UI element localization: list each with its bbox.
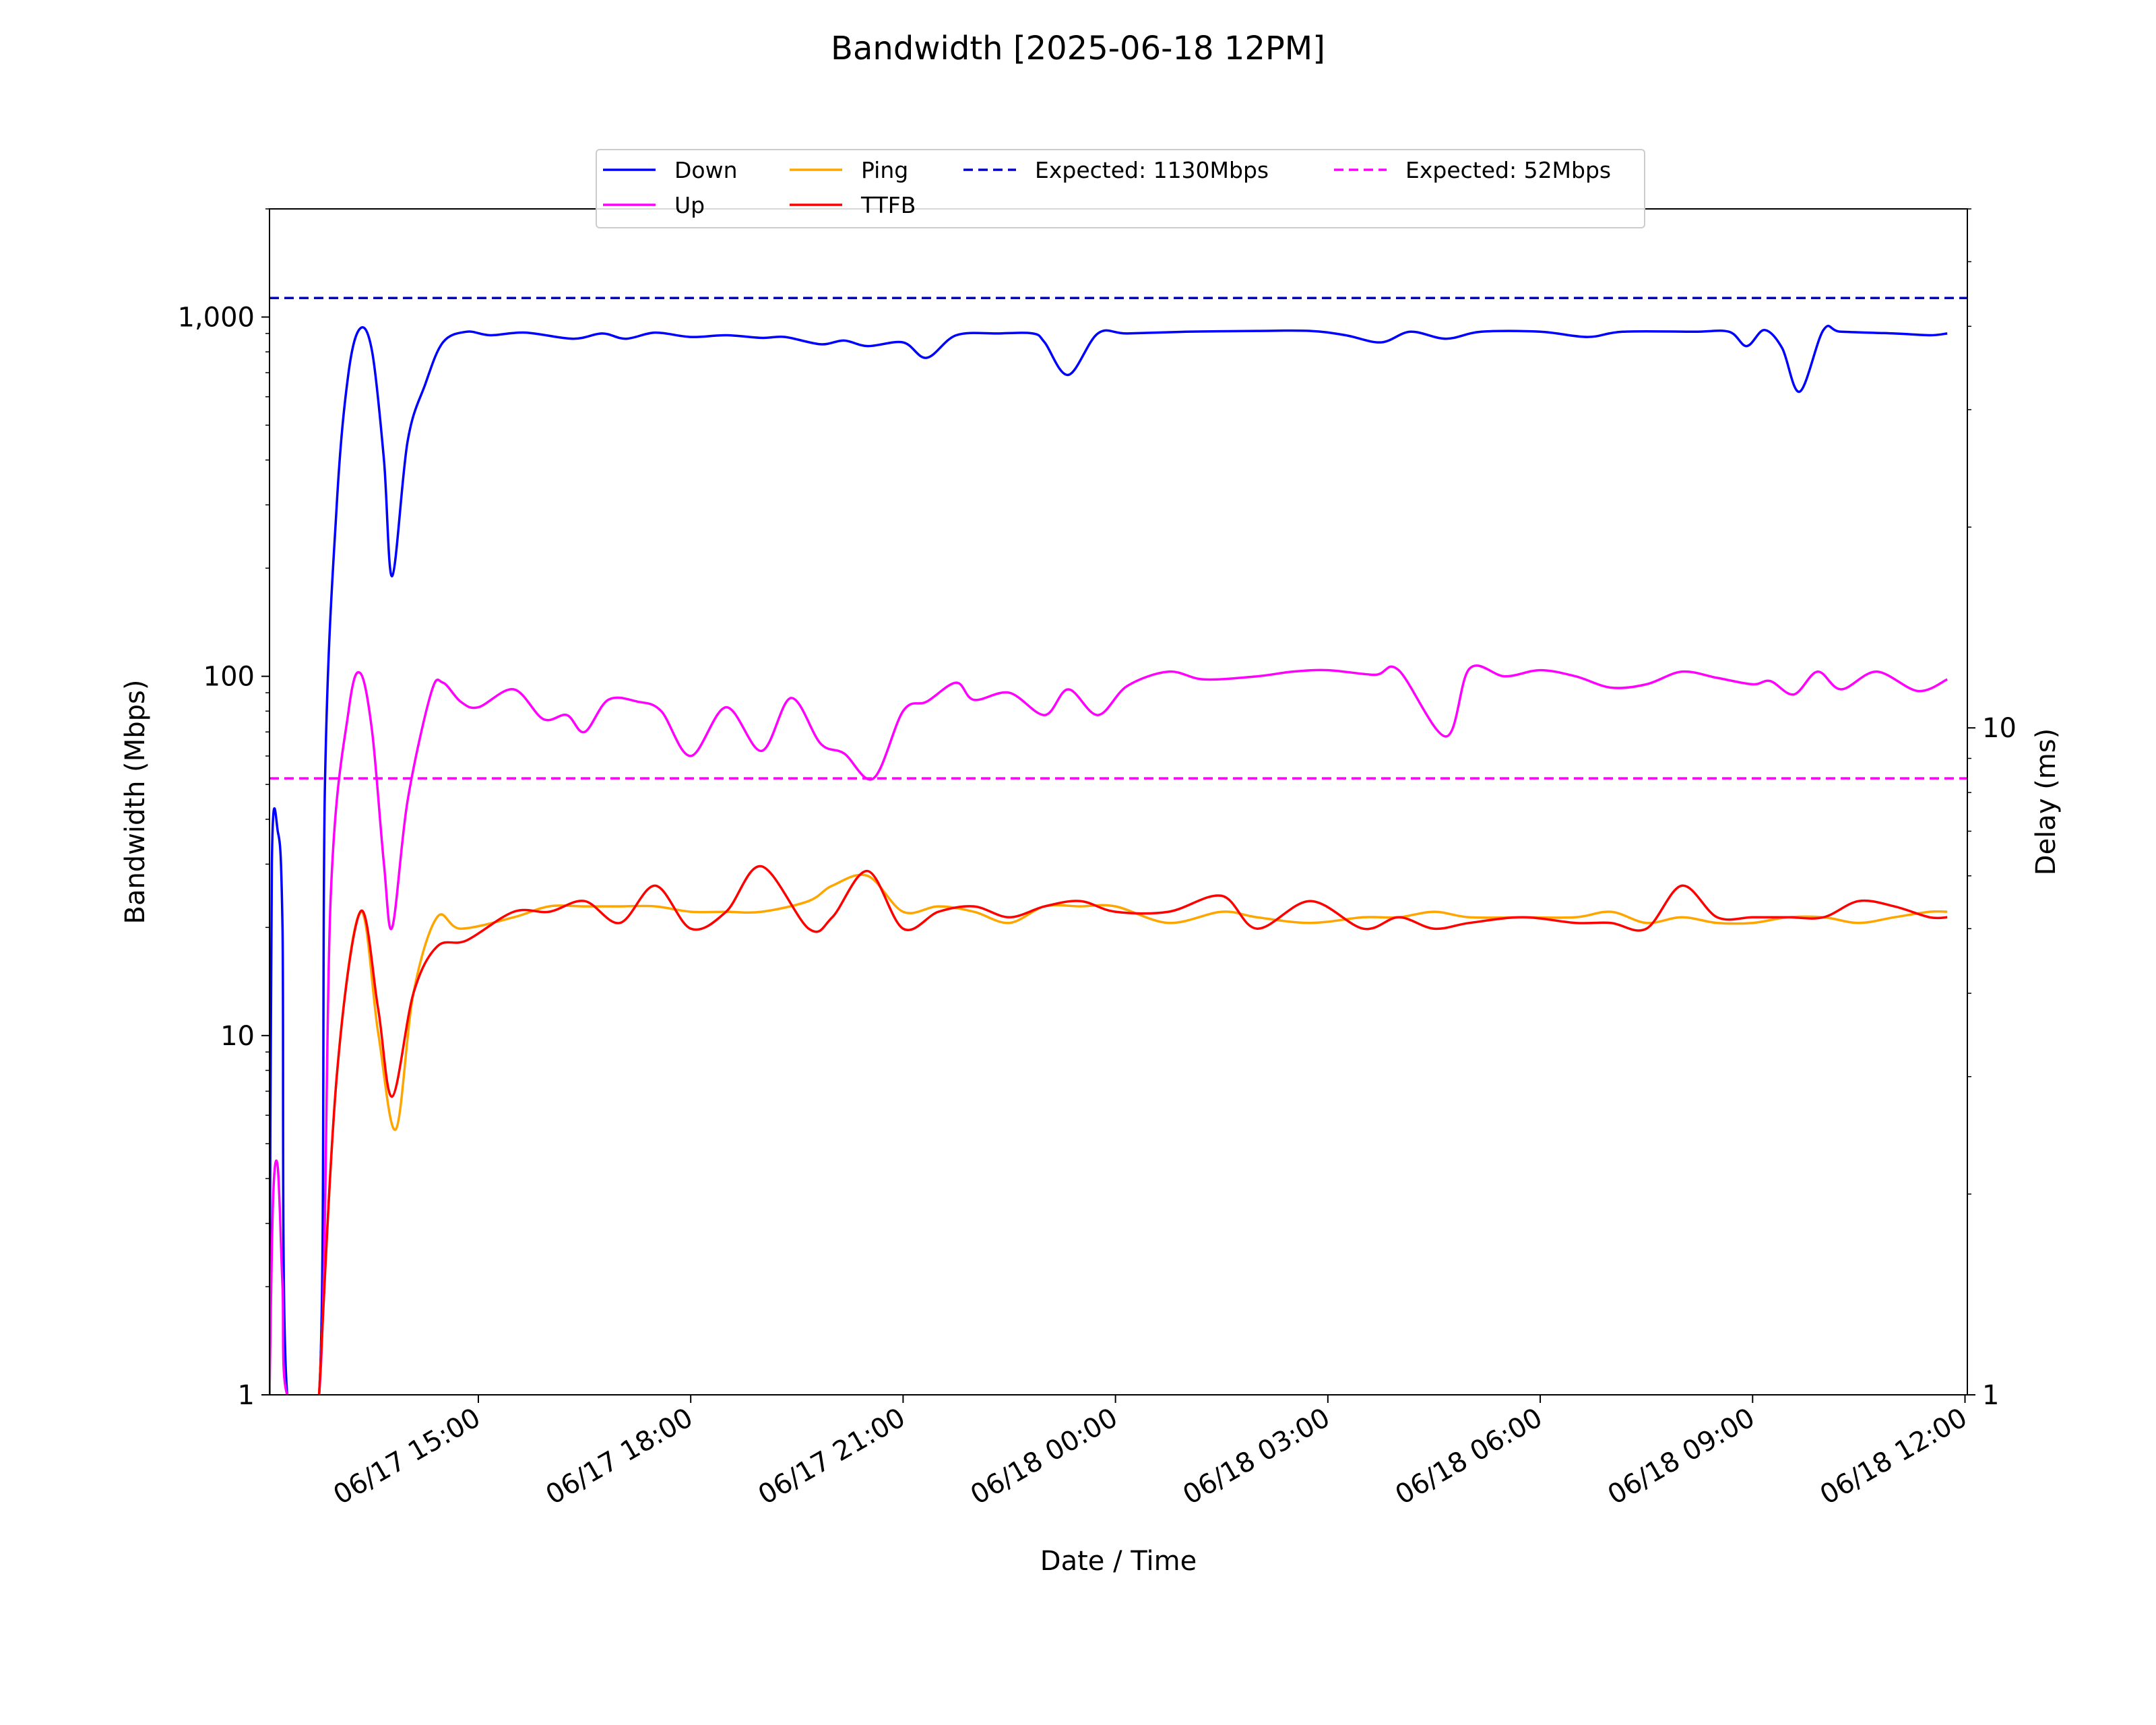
- y-axis-right: 1 10: [1967, 208, 2017, 1411]
- legend-label-up: Up: [674, 192, 705, 218]
- y-tick-label-4: 1,000: [177, 302, 255, 333]
- legend-label-ping: Ping: [861, 157, 908, 183]
- reference-lines: [270, 296, 1967, 780]
- series-line-ttfb: [317, 865, 1948, 1395]
- y-axis-label: Bandwidth (Mbps): [120, 679, 151, 924]
- x-tick-label-7: 06/18 09:00: [1603, 1402, 1761, 1511]
- x-tick-label-3: 06/17 21:00: [753, 1402, 911, 1511]
- y2-tick-label-1: 1: [1982, 1380, 1999, 1411]
- x-tick-label-6: 06/18 06:00: [1390, 1402, 1548, 1511]
- y-axis-left: 1 10 100 1,000: [177, 208, 270, 1411]
- legend-label-down: Down: [674, 157, 738, 183]
- series-line-down: [270, 325, 1948, 1395]
- y2-tick-label-2: 10: [1982, 713, 2017, 744]
- legend-label-ttfb: TTFB: [860, 192, 916, 218]
- legend: Down Up Ping TTFB Expected: 1130Mbps Expected…: [596, 149, 1645, 228]
- x-tick-label-8: 06/18 12:00: [1815, 1402, 1973, 1511]
- y2-axis-label: Delay (ms): [2031, 728, 2062, 875]
- x-tick-label-1: 06/17 15:00: [328, 1402, 486, 1511]
- plot-frame: [269, 208, 1968, 1395]
- x-tick-label-4: 06/18 00:00: [965, 1402, 1123, 1511]
- legend-label-expected-52mbps: Expected: 52Mbps: [1405, 157, 1611, 183]
- y-tick-label-2: 10: [220, 1021, 255, 1052]
- chart-title: Bandwidth [2025-06-18 12PM]: [831, 30, 1325, 67]
- x-tick-label-2: 06/17 18:00: [541, 1402, 699, 1511]
- x-tick-label-5: 06/18 03:00: [1178, 1402, 1335, 1511]
- x-axis: 06/17 15:00 06/17 18:00 06/17 21:00 06/18 0…: [328, 1395, 1972, 1511]
- y-tick-label-3: 100: [203, 662, 255, 693]
- y-tick-label-1: 1: [238, 1380, 255, 1411]
- series-line-up: [270, 664, 1948, 1395]
- x-axis-label: Date / Time: [1040, 1546, 1197, 1577]
- series-line-ping: [317, 873, 1948, 1395]
- legend-label-expected-1130mbps: Expected: 1130Mbps: [1035, 157, 1269, 183]
- series-lines: [270, 325, 1948, 1395]
